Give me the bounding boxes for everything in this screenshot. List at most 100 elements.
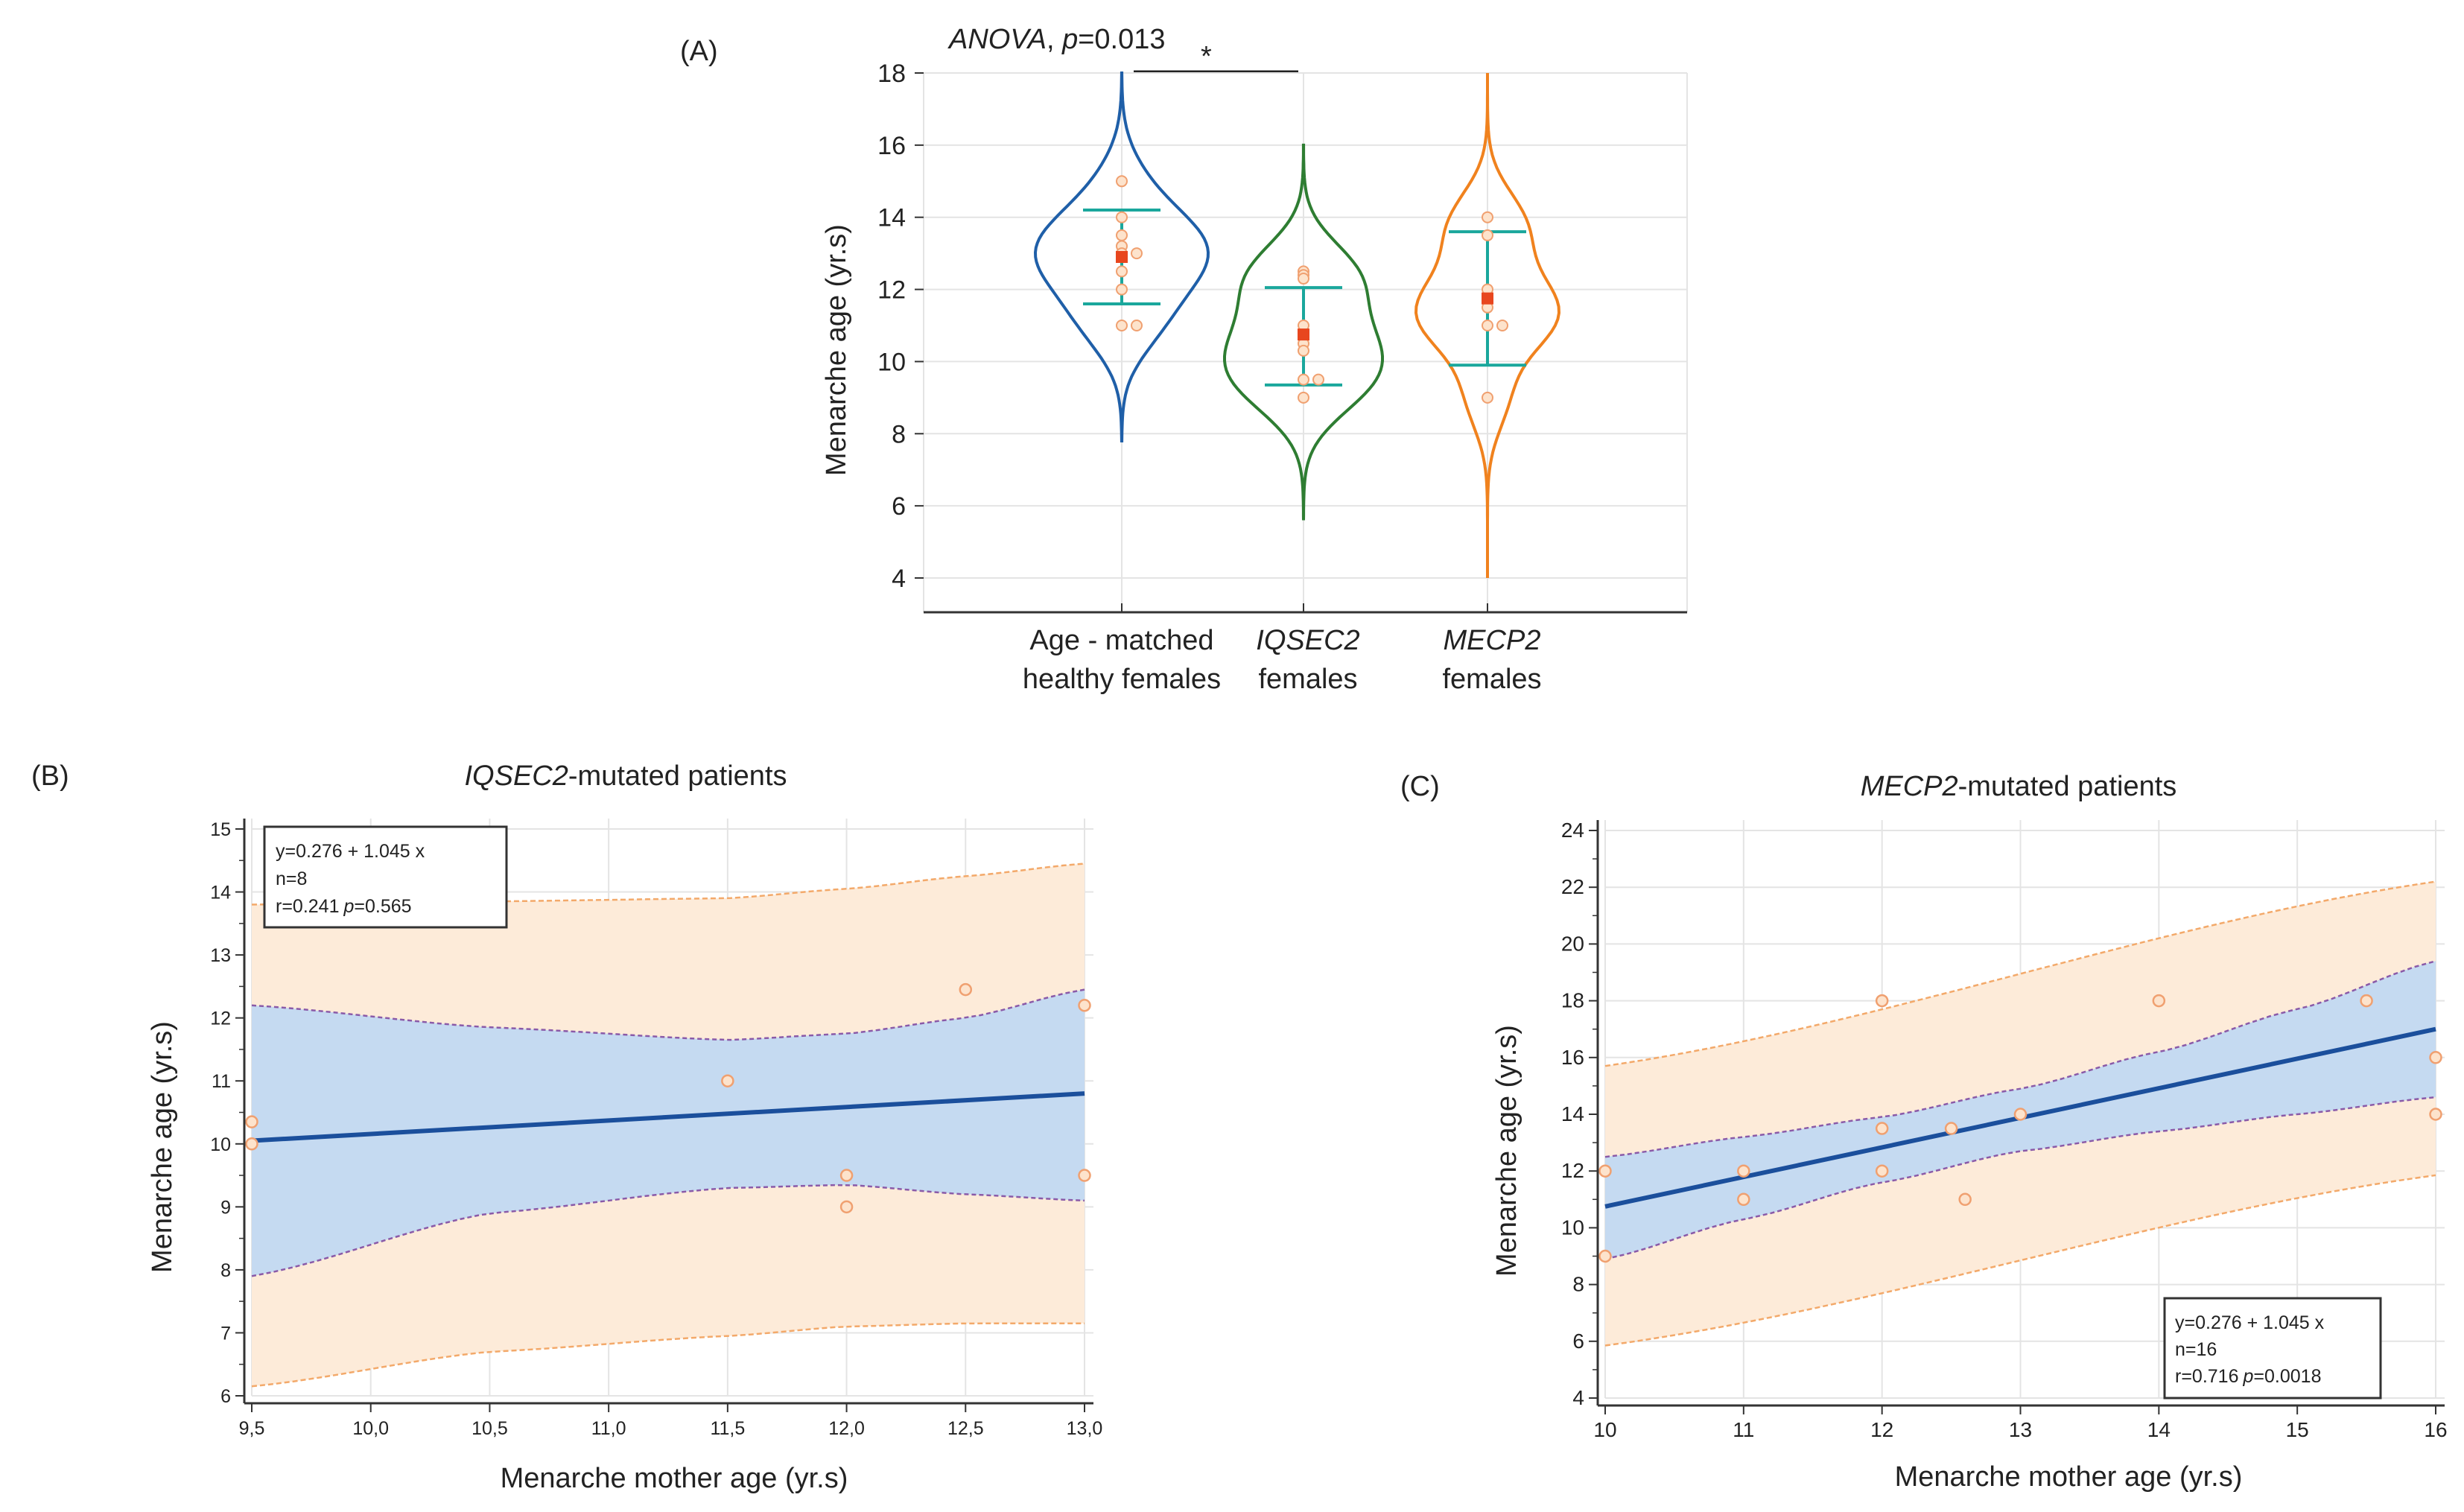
- panel-c-data-point: [1875, 1122, 1889, 1135]
- panel-a-x-labels: Age - matched healthy females IQSEC2 female…: [1023, 603, 1542, 695]
- violin-outline: [1223, 143, 1384, 521]
- panel-c-y-tick-label: 18: [1561, 989, 1584, 1012]
- panel-b-data-point: [839, 1200, 854, 1214]
- panel-c-x-axis-label: Menarche mother age (yr.s): [1895, 1461, 2243, 1493]
- data-point: [1298, 373, 1309, 386]
- data-point: [1116, 283, 1128, 296]
- panel-c-r-value: r=0.716: [2175, 1366, 2239, 1387]
- panel-c-y-tick-label: 24: [1561, 819, 1584, 842]
- data-point: [1312, 373, 1324, 386]
- data-point: [1482, 229, 1493, 241]
- panel-c-data-point: [1944, 1122, 1958, 1135]
- mean-marker: [1116, 250, 1128, 263]
- panel-c-prediction-upper-edge: [1604, 880, 2436, 1067]
- data-point: [1482, 391, 1493, 404]
- panel-b-x-tick-label: 11,5: [710, 1418, 745, 1439]
- data-point: [1116, 229, 1128, 241]
- panel-a-y-tick-label: 16: [877, 132, 906, 160]
- panel-b-x-axis-label: Menarche mother age (yr.s): [501, 1463, 848, 1494]
- data-point: [1116, 320, 1128, 331]
- mean-marker: [1298, 328, 1309, 341]
- panel-c-p-label: p: [2243, 1366, 2254, 1387]
- panel-b-regression-line: [251, 1091, 1085, 1143]
- panel-c-data-point: [2429, 1051, 2442, 1064]
- panel-a-group-label: IQSEC2: [1256, 625, 1359, 656]
- panel-b-data-point: [245, 1115, 258, 1128]
- panel-b-y-tick-label: 8: [220, 1260, 231, 1281]
- data-point: [1496, 320, 1508, 331]
- panel-c-y-tick-label: 14: [1561, 1102, 1584, 1125]
- panel-c-x-tick-label: 14: [2147, 1418, 2171, 1441]
- data-point: [1131, 320, 1143, 331]
- panel-a-group-label: females: [1442, 664, 1541, 695]
- panel-b-x-tick-label: 9,5: [239, 1418, 265, 1439]
- panel-b-title-gene: IQSEC2: [465, 760, 568, 792]
- panel-c-label: (C): [1400, 771, 1440, 802]
- significance-star: *: [1201, 41, 1212, 72]
- panel-c-regression-equation: y=0.276 + 1.045 x: [2175, 1312, 2325, 1333]
- panel-b-ci-upper-edge: [251, 988, 1085, 1041]
- panel-c-y-tick-label: 12: [1561, 1159, 1584, 1182]
- panel-c-y-tick-label: 8: [1572, 1273, 1584, 1296]
- panel-b-data-point: [245, 1137, 258, 1151]
- violin-outline: [1033, 72, 1210, 442]
- panel-c-x-tick-label: 10: [1593, 1418, 1616, 1441]
- panel-a-y-tick-label: 10: [877, 348, 906, 376]
- data-point: [1482, 211, 1493, 223]
- panel-b-stats-frame: [263, 825, 508, 929]
- panel-c-data-point: [1598, 1164, 1612, 1178]
- panel-c-y-tick-label: 20: [1561, 932, 1584, 955]
- data-point: [1131, 247, 1143, 260]
- panel-b-x-tick-label: 11,0: [591, 1418, 626, 1439]
- panel-b-y-tick-label: 9: [220, 1197, 231, 1218]
- violin-outline: [1414, 73, 1561, 578]
- panel-c-x-tick-label: 12: [1870, 1418, 1893, 1441]
- panel-a-y-tick-label: 18: [877, 60, 906, 88]
- panel-a-y-tick-label: 14: [877, 204, 906, 232]
- panel-b-stats-box: y=0.276 + 1.045 x n=8 r=0.241 p=0.565: [263, 825, 508, 929]
- panel-b-x-tick-label: 13,0: [1067, 1418, 1103, 1439]
- panel-a-group-label: MECP2: [1444, 625, 1541, 656]
- panel-c-data-point: [1875, 1164, 1889, 1178]
- panel-c-data-point: [1598, 1249, 1612, 1263]
- panel-c-x-tick-label: 11: [1733, 1418, 1754, 1441]
- data-point: [1298, 344, 1309, 357]
- panel-b-p-value: =0.565: [354, 896, 411, 917]
- panel-c-y-tick-label: 4: [1572, 1386, 1584, 1409]
- anova-annotation: ANOVA, p=0.013: [947, 24, 1166, 55]
- panel-b-data-point: [959, 982, 973, 997]
- panel-b-y-tick-label: 14: [210, 883, 231, 903]
- panel-c-x-tick-label: 13: [2009, 1418, 2032, 1441]
- panel-c-sample-size: n=16: [2175, 1339, 2217, 1360]
- panel-b-data-point: [839, 1169, 854, 1182]
- panel-c-ci-lower-edge: [1604, 1096, 2436, 1260]
- panel-b-y-tick-label: 10: [210, 1134, 231, 1155]
- panel-c-stats-frame: [2163, 1297, 2382, 1400]
- panel-b-data-point: [1078, 999, 1091, 1012]
- anova-p-value: =0.013: [1078, 24, 1165, 55]
- anova-test-name: ANOVA: [947, 24, 1047, 55]
- panel-c-stats-box: y=0.276 + 1.045 x n=16 r=0.716 p=0.0018: [2163, 1297, 2382, 1400]
- panel-c-title: MECP2-mutated patients: [1861, 771, 2177, 802]
- panel-a-group-label: females: [1258, 664, 1357, 695]
- panel-b-data-point: [1078, 1169, 1091, 1182]
- panel-b-y-tick-label: 11: [212, 1071, 231, 1092]
- panel-c-y-tick-label: 16: [1561, 1046, 1584, 1069]
- data-point: [1116, 211, 1128, 223]
- panel-b-correlation: r=0.241 p=0.565: [276, 896, 412, 917]
- panel-b-x-tick-label: 10,0: [352, 1418, 389, 1439]
- data-point: [1298, 273, 1309, 285]
- panel-b-sample-size: n=8: [276, 868, 307, 889]
- panel-b-confidence-band: [252, 989, 1085, 1277]
- panel-c-y-axis-label: Menarche age (yr.s): [1491, 1025, 1522, 1277]
- panel-b-y-tick-label: 7: [220, 1323, 231, 1344]
- panel-a-violins: [1033, 72, 1561, 578]
- panel-c-prediction-lower-edge: [1604, 1174, 2436, 1347]
- panel-b-r-value: r=0.241: [276, 896, 340, 917]
- data-point: [1482, 320, 1493, 331]
- panel-a-y-ticks: 4 6 8 10 12 14 16 18: [877, 60, 924, 593]
- panel-a-group-label: healthy females: [1023, 664, 1221, 695]
- panel-b-title-rest: -mutated patients: [568, 760, 787, 792]
- panel-a: (A) ANOVA, p=0.013 * 4 6 8 10 12 14 16 18 Age -…: [680, 24, 1688, 695]
